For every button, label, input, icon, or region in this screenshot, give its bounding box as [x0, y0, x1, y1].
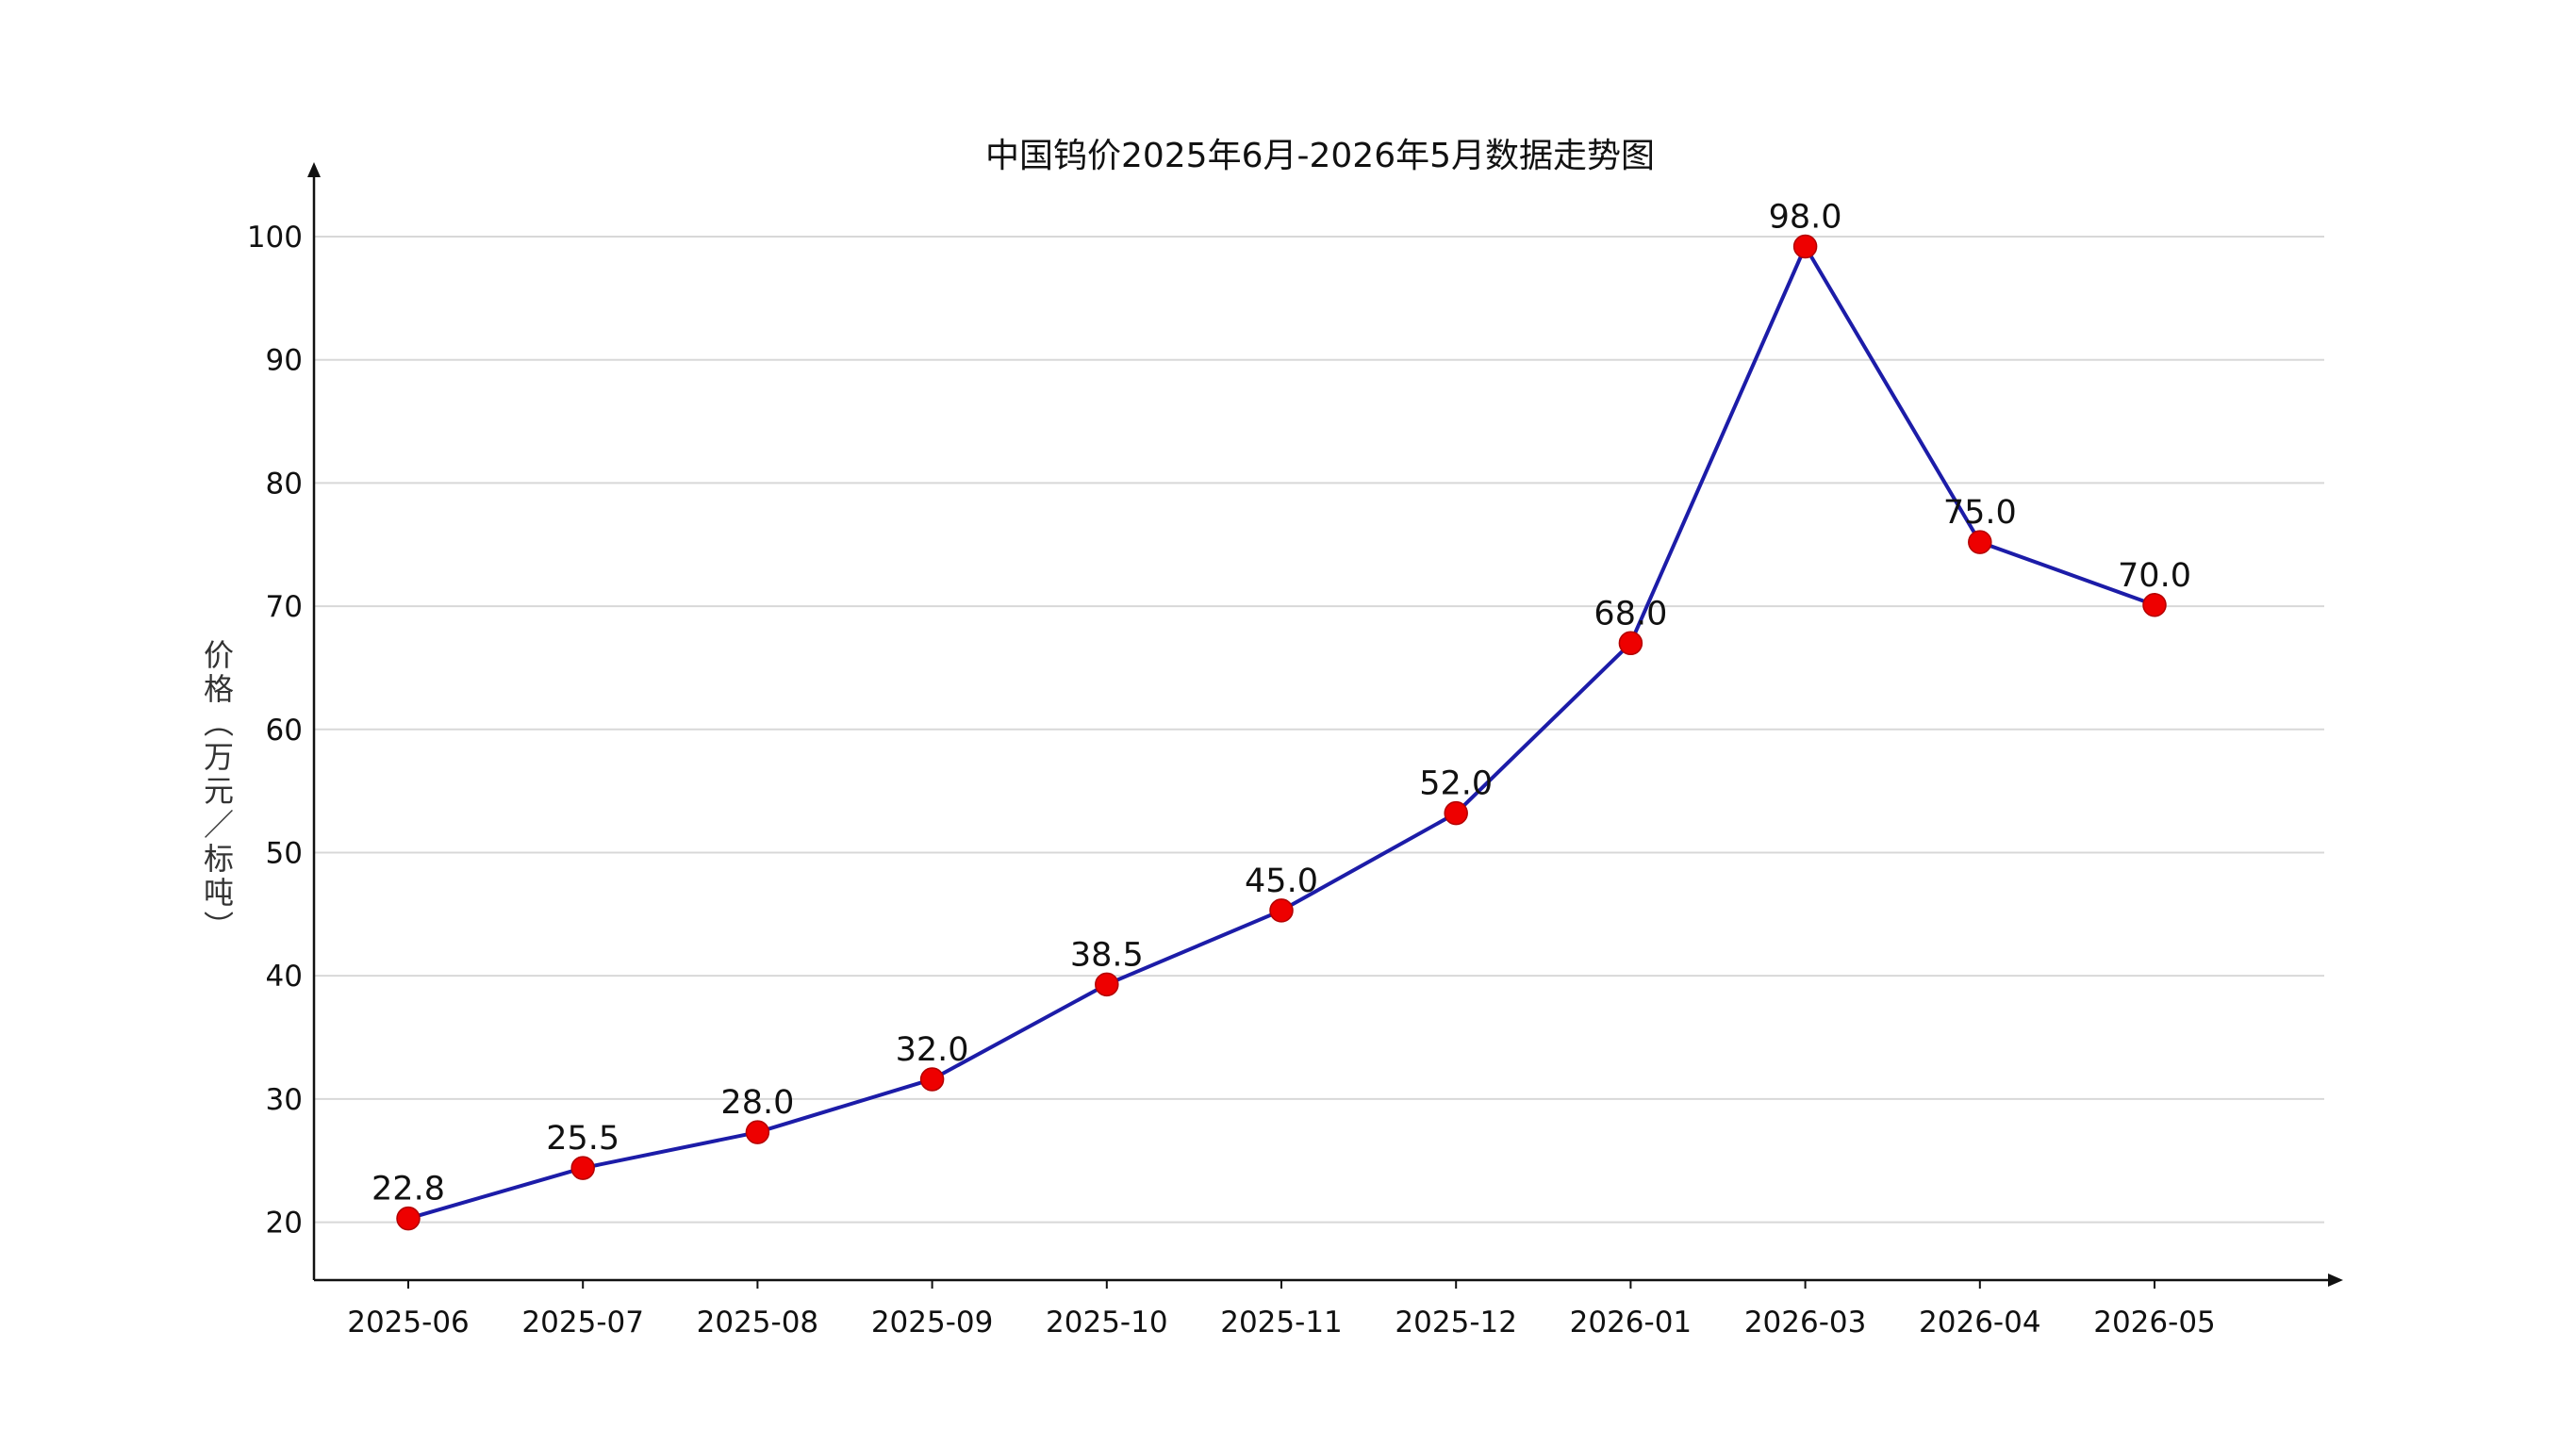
data-point — [1618, 631, 1643, 656]
data-point — [2142, 593, 2167, 617]
data-label: 22.8 — [372, 1171, 445, 1208]
chart-title: 中国钨价2025年6月-2026年5月数据走势图 — [985, 137, 1655, 175]
data-label: 32.0 — [896, 1031, 969, 1069]
y-axis-arrow — [307, 162, 321, 177]
x-tick-label: 2025-12 — [1395, 1306, 1517, 1339]
data-point — [570, 1156, 595, 1180]
y-tick-label: 40 — [266, 960, 303, 994]
data-label: 68.0 — [1593, 595, 1667, 633]
data-point — [396, 1206, 421, 1231]
x-tick-label: 2025-07 — [521, 1306, 644, 1339]
data-label: 45.0 — [1245, 863, 1318, 900]
y-tick-label: 90 — [266, 344, 303, 378]
x-tick-label: 2025-09 — [871, 1306, 994, 1339]
data-label: 70.0 — [2118, 557, 2191, 595]
x-tick-labels: 2025-06 2025-07 2025-08 2025-09 2025-10 2025-… — [347, 1306, 2216, 1339]
data-label: 52.0 — [1419, 765, 1493, 803]
data-label: 38.5 — [1070, 936, 1144, 974]
data-label: 98.0 — [1769, 198, 1842, 236]
data-point — [1269, 898, 1294, 923]
y-tick-label: 30 — [266, 1083, 303, 1117]
x-tick-label: 2026-03 — [1744, 1306, 1867, 1339]
x-tick-label: 2026-05 — [2093, 1306, 2216, 1339]
x-tick-label: 2026-01 — [1570, 1306, 1693, 1339]
data-point — [745, 1120, 770, 1144]
x-tick-label: 2025-10 — [1046, 1306, 1168, 1339]
y-tick-label: 80 — [266, 467, 303, 501]
data-point — [1792, 234, 1818, 259]
x-tick-label: 2025-06 — [347, 1306, 470, 1339]
data-point — [1095, 972, 1119, 997]
y-axis-label: 价格（万元／标吨） — [199, 639, 235, 945]
x-tick-label: 2025-11 — [1220, 1306, 1343, 1339]
data-point — [919, 1067, 945, 1092]
data-points — [396, 234, 2167, 1231]
y-tick-labels: 20 30 40 50 60 70 80 90 100 — [247, 221, 303, 1241]
y-tick-label: 100 — [247, 221, 303, 255]
y-tick-label: 60 — [266, 714, 303, 748]
y-tick-label: 70 — [266, 590, 303, 624]
data-point — [1968, 530, 1992, 554]
x-tick-label: 2026-04 — [1919, 1306, 2041, 1339]
x-tick-label: 2025-08 — [697, 1306, 819, 1339]
y-tick-label: 50 — [266, 836, 303, 870]
x-axis-arrow — [2328, 1273, 2343, 1287]
data-label: 25.5 — [546, 1120, 619, 1158]
data-labels: 22.8 25.5 28.0 32.0 38.5 45.0 52.0 68.0 98.0 75.0… — [372, 198, 2191, 1208]
gridlines — [314, 236, 2324, 1224]
data-label: 28.0 — [720, 1084, 794, 1122]
data-label: 75.0 — [1943, 494, 2017, 532]
y-tick-label: 20 — [266, 1207, 303, 1241]
data-point — [1444, 800, 1468, 826]
axes — [307, 162, 2343, 1289]
